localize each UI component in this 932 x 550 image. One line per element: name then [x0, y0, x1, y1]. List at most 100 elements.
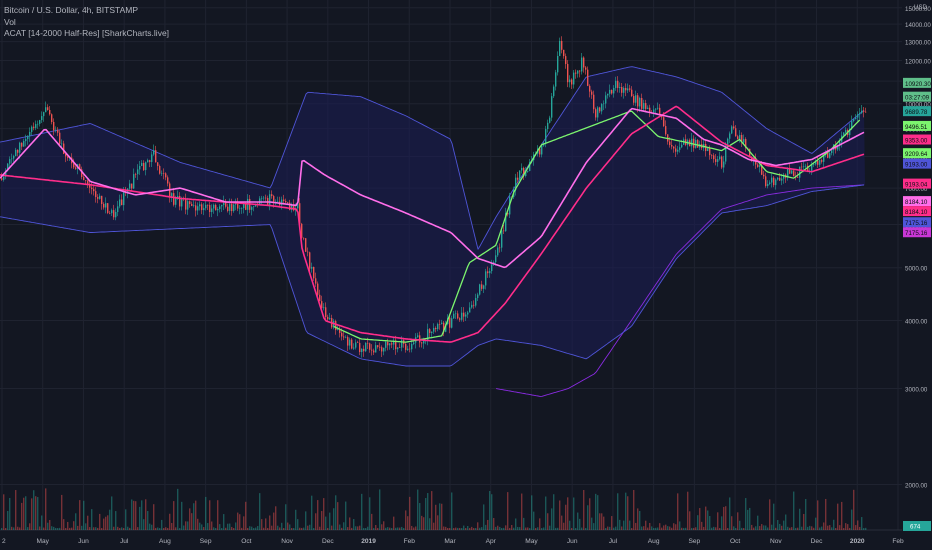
- candle-body: [691, 138, 693, 147]
- volume-bar: [827, 525, 829, 530]
- candle-body: [285, 200, 287, 203]
- volume-bar: [227, 523, 229, 530]
- candle-body: [123, 192, 125, 206]
- volume-bar: [819, 527, 821, 530]
- volume-bar: [169, 513, 171, 530]
- volume-bar: [287, 522, 289, 530]
- candle-body: [359, 342, 361, 352]
- volume-bar: [461, 527, 463, 530]
- volume-bar: [673, 523, 675, 530]
- candle-body: [863, 110, 865, 112]
- y-axis[interactable]: 15000.0014000.0013000.0012000.0011000.00…: [902, 0, 932, 550]
- volume-bar: [151, 524, 153, 530]
- volume-bar: [457, 527, 459, 530]
- candle-body: [843, 132, 845, 136]
- candle-body: [793, 170, 795, 176]
- volume-bar: [177, 488, 179, 530]
- candle-body: [75, 167, 77, 169]
- volume-bar: [627, 496, 629, 530]
- candle-body: [377, 345, 379, 347]
- candle-body: [163, 173, 165, 174]
- volume-bar: [377, 527, 379, 530]
- candle-body: [203, 208, 205, 211]
- candle-body: [435, 328, 437, 330]
- volume-bar: [447, 527, 449, 530]
- candle-body: [143, 162, 145, 171]
- candle-body: [545, 129, 547, 144]
- volume-bar: [677, 493, 679, 530]
- candle-body: [805, 165, 807, 167]
- volume-bar: [713, 526, 715, 530]
- candle-body: [779, 177, 781, 181]
- candle-body: [149, 160, 151, 162]
- candle-body: [357, 342, 359, 343]
- volume-bar: [345, 501, 347, 530]
- volume-bar: [505, 525, 507, 530]
- volume-bar: [423, 517, 425, 530]
- x-axis[interactable]: 2 May Jun Jul Aug Sep Oct Nov Dec 2019 Feb Mar Apr Ma…: [0, 529, 904, 545]
- volume-bar: [547, 513, 549, 530]
- volume-bar: [577, 512, 579, 530]
- symbol-title[interactable]: Bitcoin / U.S. Dollar, 4h, BITSTAMP: [4, 5, 138, 15]
- candle-body: [839, 141, 841, 146]
- volume-bar: [717, 512, 719, 530]
- candle-body: [643, 103, 645, 109]
- volume-bar: [295, 509, 297, 530]
- volume-bar: [537, 527, 539, 530]
- candle-body: [473, 304, 475, 306]
- volume-bar: [813, 527, 815, 530]
- volume-bar: [61, 494, 63, 530]
- volume-indicator-label[interactable]: Vol: [4, 16, 16, 27]
- volume-bar: [449, 527, 451, 530]
- volume-bar: [593, 523, 595, 530]
- candle-body: [395, 340, 397, 350]
- candle-body: [423, 340, 425, 344]
- candle-body: [349, 339, 351, 346]
- candles[interactable]: [1, 36, 867, 358]
- candle-body: [573, 72, 575, 85]
- candle-body: [759, 165, 761, 167]
- volume-bar: [7, 510, 9, 530]
- volume-bar: [581, 527, 583, 530]
- volume-label-box: [903, 521, 931, 531]
- candle-body: [721, 156, 723, 168]
- candle-body: [507, 212, 509, 215]
- acat-indicator-label[interactable]: ACAT [14-2000 Half-Res] [SharkCharts.liv…: [4, 28, 170, 38]
- volume-bar: [389, 527, 391, 530]
- candle-body: [55, 129, 57, 131]
- volume-bar: [469, 527, 471, 530]
- volume-bar: [643, 526, 645, 530]
- candle-body: [57, 129, 59, 133]
- chart-legend: Bitcoin / U.S. Dollar, 4h, BITSTAMP Vol …: [4, 5, 169, 40]
- volume-bar: [765, 525, 767, 530]
- volume-bar: [543, 527, 545, 530]
- candle-body: [581, 57, 583, 72]
- volume-bar: [683, 527, 685, 530]
- volume-bar: [733, 526, 735, 530]
- volume-bar: [731, 516, 733, 530]
- candle-body: [489, 271, 491, 274]
- candle-body: [171, 193, 173, 198]
- volume-bar: [735, 527, 737, 530]
- volume-bar: [173, 501, 175, 530]
- candle-body: [607, 93, 609, 96]
- candle-body: [219, 206, 221, 210]
- candle-body: [823, 155, 825, 162]
- volume-bar: [445, 526, 447, 530]
- volume-bar: [467, 526, 469, 530]
- volume-bar: [763, 525, 765, 530]
- volume-bar: [807, 526, 809, 530]
- candle-body: [635, 95, 637, 103]
- volume-bar: [773, 503, 775, 530]
- candle-body: [645, 103, 647, 109]
- volume-bar: [605, 527, 607, 530]
- price-label-text: 9193.00: [905, 162, 928, 169]
- price-label-text: 9353.00: [905, 138, 928, 145]
- candle-body: [187, 201, 189, 210]
- volume-bar: [481, 527, 483, 530]
- volume-bar: [489, 491, 491, 530]
- volume-bar: [41, 515, 43, 530]
- candle-body: [549, 117, 551, 123]
- volume-bar: [205, 496, 207, 530]
